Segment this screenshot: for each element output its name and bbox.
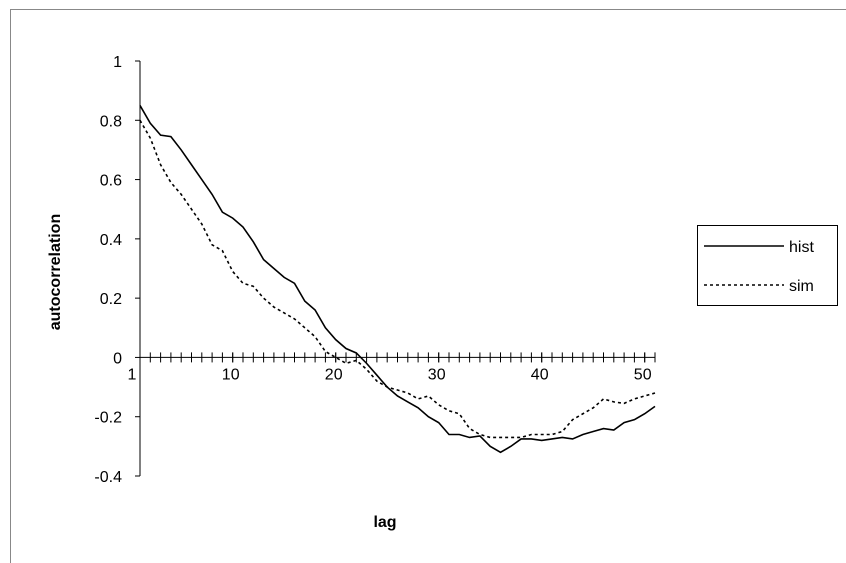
y-tick-label: 0.2: [100, 291, 122, 308]
x-tick-label: 40: [531, 366, 549, 383]
x-tick-label: 50: [634, 366, 652, 383]
legend: [697, 225, 838, 306]
x-axis-title: lag: [373, 514, 396, 531]
x-tick-label: 1: [128, 366, 137, 383]
y-tick-label: 0.6: [100, 173, 122, 190]
series-line: [139, 105, 656, 454]
y-axis-title: autocorrelation: [47, 214, 64, 330]
x-tick-label: 30: [428, 366, 446, 383]
legend-label: sim: [789, 278, 814, 295]
legend-label: hist: [789, 239, 814, 256]
x-tick-label: 10: [222, 366, 240, 383]
x-tick-label: 20: [325, 366, 343, 383]
y-tick-label: -0.4: [94, 469, 122, 486]
y-tick-label: -0.2: [94, 410, 122, 427]
y-tick-label: 0.4: [100, 232, 122, 249]
y-tick-label: 0.8: [100, 113, 122, 130]
series-line: [139, 119, 656, 439]
y-tick-label: 1: [113, 54, 122, 71]
y-tick-label: 0: [113, 350, 122, 367]
